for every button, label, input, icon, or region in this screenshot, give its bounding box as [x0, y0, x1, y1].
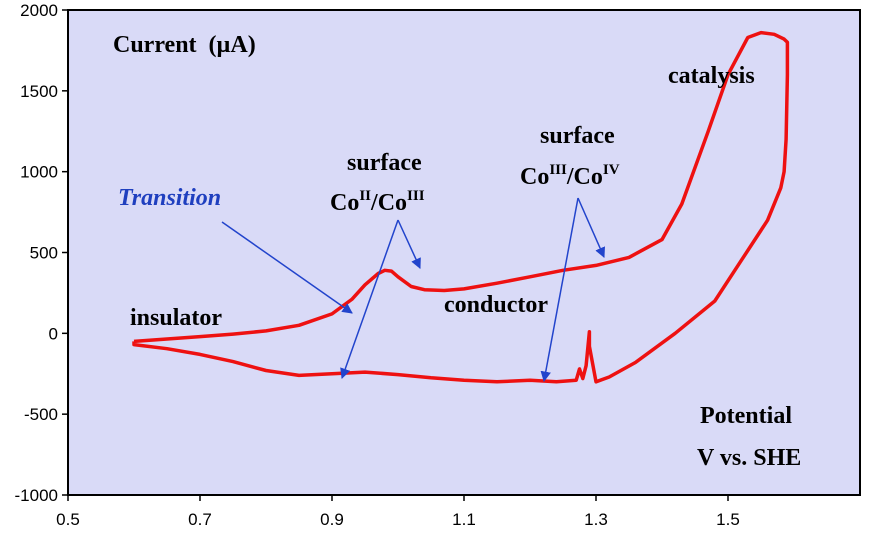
surface-label-1: surface [347, 150, 422, 176]
transition-arrow [221, 221, 353, 314]
y-tick-label: 500 [30, 244, 58, 263]
plot-area [67, 9, 861, 496]
insulator-label: insulator [130, 305, 222, 331]
surface-2-arrow-left [540, 197, 579, 383]
y-tick-label: 0 [49, 324, 58, 343]
y-tick-label: 1500 [20, 82, 58, 101]
surface-label-2: surface [540, 123, 615, 149]
y-tick-label: -500 [24, 405, 58, 424]
conductor-label: conductor [444, 292, 548, 318]
surface-1-arrow-left [340, 219, 399, 379]
y-axis: 2000 1500 1000 500 0 -500 -1000 [15, 1, 68, 505]
transition-label: Transition [118, 185, 221, 211]
surface-1-arrow-right [397, 219, 421, 269]
x-tick-label: 0.5 [56, 510, 80, 529]
potential-label: Potential [700, 403, 792, 429]
y-tick-label: 1000 [20, 163, 58, 182]
cobalt-couple-2: CoIII/CoIV [520, 162, 620, 190]
x-tick-label: 1.3 [584, 510, 608, 529]
x-tick-label: 0.9 [320, 510, 344, 529]
x-tick-label: 0.7 [188, 510, 212, 529]
current-axis-label: Current (µA) [113, 32, 256, 58]
y-tick-label: 2000 [20, 1, 58, 20]
surface-2-arrow-right [577, 197, 605, 258]
potential-unit-label: V vs. SHE [697, 445, 801, 471]
y-tick-label: -1000 [15, 486, 58, 505]
x-axis: 0.5 0.7 0.9 1.1 1.3 1.5 [56, 495, 740, 529]
cobalt-couple-1: CoII/CoIII [330, 188, 425, 216]
catalysis-label: catalysis [668, 63, 755, 89]
x-tick-label: 1.1 [452, 510, 476, 529]
series-line [132, 30, 790, 384]
x-tick-label: 1.5 [716, 510, 740, 529]
